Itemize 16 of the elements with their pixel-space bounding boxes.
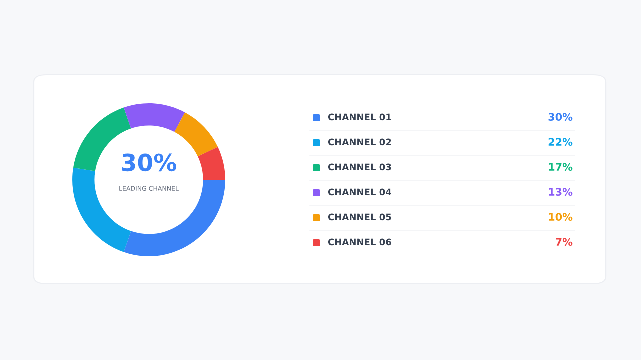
donut-slice	[124, 104, 186, 132]
data-label: 13%	[549, 188, 573, 196]
legend-label: CHANNEL 01	[328, 114, 392, 121]
data-label: 17%	[549, 163, 573, 172]
donut-slice	[198, 147, 226, 180]
donut-slice	[174, 112, 218, 157]
data-label: 7%	[556, 238, 573, 246]
legend-label: CHANNEL 02	[328, 138, 392, 146]
legend-label: CHANNEL 03	[328, 164, 392, 171]
legend-label: CHANNEL 04	[328, 188, 392, 196]
data-label: 10%	[549, 213, 573, 222]
legend-label: CHANNEL 05	[328, 214, 392, 221]
data-label: 30%	[548, 113, 573, 122]
legend-label: CHANNEL 06	[328, 238, 392, 246]
data-label: 22%	[548, 138, 573, 146]
text: 30%	[122, 154, 177, 172]
